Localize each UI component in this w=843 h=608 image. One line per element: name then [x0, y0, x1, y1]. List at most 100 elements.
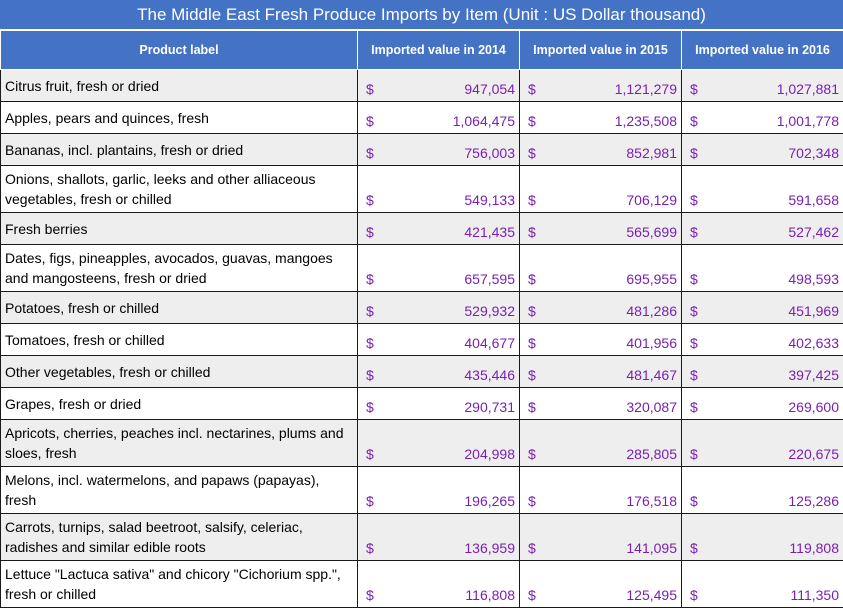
value-number: 204,998 — [464, 446, 515, 462]
currency-symbol: $ — [528, 446, 536, 462]
table-row: Potatoes, fresh or chilled$529,932$481,2… — [1, 292, 843, 324]
value-cell: $565,699 — [520, 213, 682, 245]
currency-symbol: $ — [690, 493, 698, 509]
currency-symbol: $ — [366, 587, 374, 603]
value-cell: $498,593 — [682, 245, 843, 292]
value-cell: $220,675 — [682, 420, 843, 467]
row-label: Potatoes, fresh or chilled — [1, 292, 358, 324]
table-row: Lettuce "Lactuca sativa" and chicory "Ci… — [1, 561, 843, 608]
value-cell: $125,286 — [682, 467, 843, 514]
value-number: 402,633 — [788, 335, 839, 351]
value-number: 176,518 — [626, 493, 677, 509]
currency-symbol: $ — [690, 224, 698, 240]
currency-symbol: $ — [690, 587, 698, 603]
value-number: 111,350 — [790, 587, 839, 603]
value-number: 435,446 — [464, 367, 515, 383]
currency-symbol: $ — [528, 335, 536, 351]
value-number: 481,286 — [626, 303, 677, 319]
currency-symbol: $ — [366, 113, 374, 129]
value-number: 290,731 — [464, 399, 515, 415]
value-cell: $397,425 — [682, 356, 843, 388]
value-number: 421,435 — [464, 224, 515, 240]
row-label: Onions, shallots, garlic, leeks and othe… — [1, 166, 358, 213]
value-cell: $451,969 — [682, 292, 843, 324]
currency-symbol: $ — [366, 335, 374, 351]
value-cell: $591,658 — [682, 166, 843, 213]
value-cell: $1,121,279 — [520, 70, 682, 102]
value-cell: $290,731 — [358, 388, 520, 420]
value-cell: $1,001,778 — [682, 102, 843, 134]
currency-symbol: $ — [528, 145, 536, 161]
table-row: Melons, incl. watermelons, and papaws (p… — [1, 467, 843, 514]
value-number: 220,675 — [788, 446, 839, 462]
row-label: Bananas, incl. plantains, fresh or dried — [1, 134, 358, 166]
currency-symbol: $ — [690, 367, 698, 383]
currency-symbol: $ — [366, 399, 374, 415]
value-number: 404,677 — [464, 335, 515, 351]
value-number: 1,001,778 — [777, 113, 839, 129]
value-number: 125,495 — [626, 587, 677, 603]
value-cell: $706,129 — [520, 166, 682, 213]
currency-symbol: $ — [690, 145, 698, 161]
table-body: Citrus fruit, fresh or dried$947,054$1,1… — [1, 70, 843, 608]
value-number: 695,955 — [626, 271, 677, 287]
table-row: Carrots, turnips, salad beetroot, salsif… — [1, 514, 843, 561]
row-label: Melons, incl. watermelons, and papaws (p… — [1, 467, 358, 514]
value-number: 852,981 — [626, 145, 677, 161]
value-cell: $125,495 — [520, 561, 682, 608]
value-cell: $269,600 — [682, 388, 843, 420]
value-cell: $435,446 — [358, 356, 520, 388]
value-cell: $402,633 — [682, 324, 843, 356]
currency-symbol: $ — [690, 271, 698, 287]
table-figure: The Middle East Fresh Produce Imports by… — [0, 0, 843, 554]
value-cell: $401,956 — [520, 324, 682, 356]
currency-symbol: $ — [690, 399, 698, 415]
currency-symbol: $ — [366, 446, 374, 462]
table-row: Onions, shallots, garlic, leeks and othe… — [1, 166, 843, 213]
value-cell: $204,998 — [358, 420, 520, 467]
table-row: Apricots, cherries, peaches incl. nectar… — [1, 420, 843, 467]
value-cell: $481,286 — [520, 292, 682, 324]
currency-symbol: $ — [528, 113, 536, 129]
currency-symbol: $ — [366, 303, 374, 319]
table-row: Dates, figs, pineapples, avocados, guava… — [1, 245, 843, 292]
value-cell: $320,087 — [520, 388, 682, 420]
currency-symbol: $ — [528, 587, 536, 603]
row-label: Grapes, fresh or dried — [1, 388, 358, 420]
value-number: 498,593 — [788, 271, 839, 287]
value-cell: $119,808 — [682, 514, 843, 561]
table-row: Fresh berries$421,435$565,699$527,462 — [1, 213, 843, 245]
value-cell: $111,350 — [682, 561, 843, 608]
value-cell: $421,435 — [358, 213, 520, 245]
table-row: Other vegetables, fresh or chilled$435,4… — [1, 356, 843, 388]
currency-symbol: $ — [528, 493, 536, 509]
currency-symbol: $ — [366, 271, 374, 287]
currency-symbol: $ — [528, 303, 536, 319]
currency-symbol: $ — [366, 493, 374, 509]
currency-symbol: $ — [690, 303, 698, 319]
value-cell: $196,265 — [358, 467, 520, 514]
value-number: 591,658 — [788, 192, 839, 208]
value-number: 549,133 — [464, 192, 515, 208]
value-number: 1,027,881 — [777, 81, 839, 97]
currency-symbol: $ — [366, 224, 374, 240]
value-number: 756,003 — [464, 145, 515, 161]
value-number: 196,265 — [464, 493, 515, 509]
row-label: Citrus fruit, fresh or dried — [1, 70, 358, 102]
currency-symbol: $ — [366, 367, 374, 383]
currency-symbol: $ — [366, 81, 374, 97]
currency-symbol: $ — [528, 192, 536, 208]
value-number: 702,348 — [788, 145, 839, 161]
table-row: Citrus fruit, fresh or dried$947,054$1,1… — [1, 70, 843, 102]
value-cell: $116,808 — [358, 561, 520, 608]
imports-table: Product label Imported value in 2014 Imp… — [0, 30, 843, 608]
value-cell: $1,235,508 — [520, 102, 682, 134]
column-header-label: Product label — [1, 31, 358, 70]
value-cell: $176,518 — [520, 467, 682, 514]
value-cell: $285,805 — [520, 420, 682, 467]
table-row: Grapes, fresh or dried$290,731$320,087$2… — [1, 388, 843, 420]
value-cell: $404,677 — [358, 324, 520, 356]
value-number: 657,595 — [464, 271, 515, 287]
column-header-2014: Imported value in 2014 — [358, 31, 520, 70]
value-number: 401,956 — [626, 335, 677, 351]
